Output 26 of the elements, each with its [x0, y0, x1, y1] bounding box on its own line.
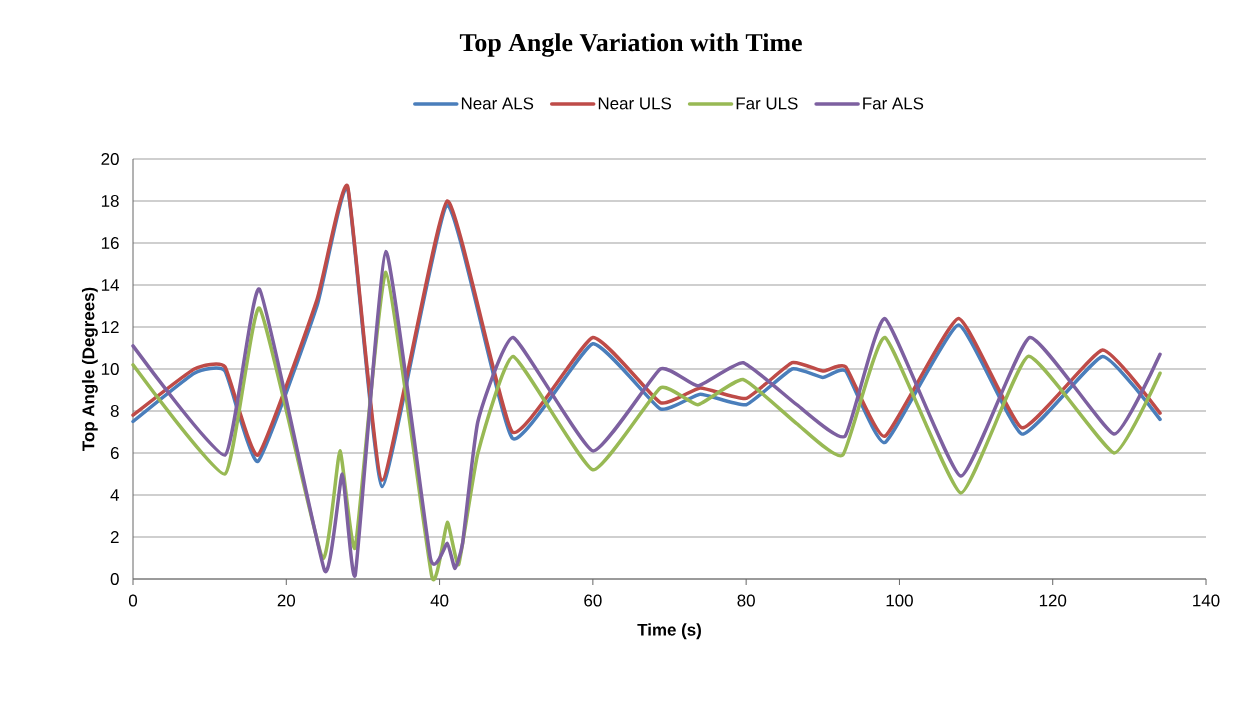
y-tick-label: 18 [101, 195, 119, 207]
y-tick-label: 4 [110, 489, 119, 501]
x-axis-title: Time (s) [637, 623, 701, 640]
y-tick-label: 20 [101, 153, 119, 165]
x-tick-label: 140 [1193, 594, 1220, 607]
legend-label: Near ALS [461, 97, 534, 110]
x-tick-label: 120 [1039, 594, 1067, 607]
y-tick-label: 10 [101, 363, 119, 375]
x-tick-label: 20 [277, 594, 296, 607]
x-tick-label: 80 [737, 594, 755, 607]
legend-label: Far ULS [736, 97, 798, 110]
y-tick-label: 2 [110, 531, 119, 543]
legend-label: Near ULS [598, 97, 672, 110]
chart-title: Top Angle Variation with Time [459, 33, 802, 57]
x-tick-label: 60 [584, 594, 602, 607]
y-axis-title: Top Angle (Degrees) [81, 287, 98, 451]
x-tick-label: 40 [430, 594, 449, 607]
x-tick-label: 100 [886, 594, 913, 607]
y-tick-label: 0 [110, 573, 119, 585]
x-tick-label: 0 [128, 594, 138, 607]
y-tick-label: 6 [110, 447, 119, 459]
y-tick-label: 12 [101, 321, 119, 333]
y-tick-label: 14 [101, 279, 119, 291]
legend-label: Far ALS [863, 97, 924, 110]
y-tick-label: 16 [101, 237, 119, 249]
y-tick-label: 8 [110, 405, 119, 417]
